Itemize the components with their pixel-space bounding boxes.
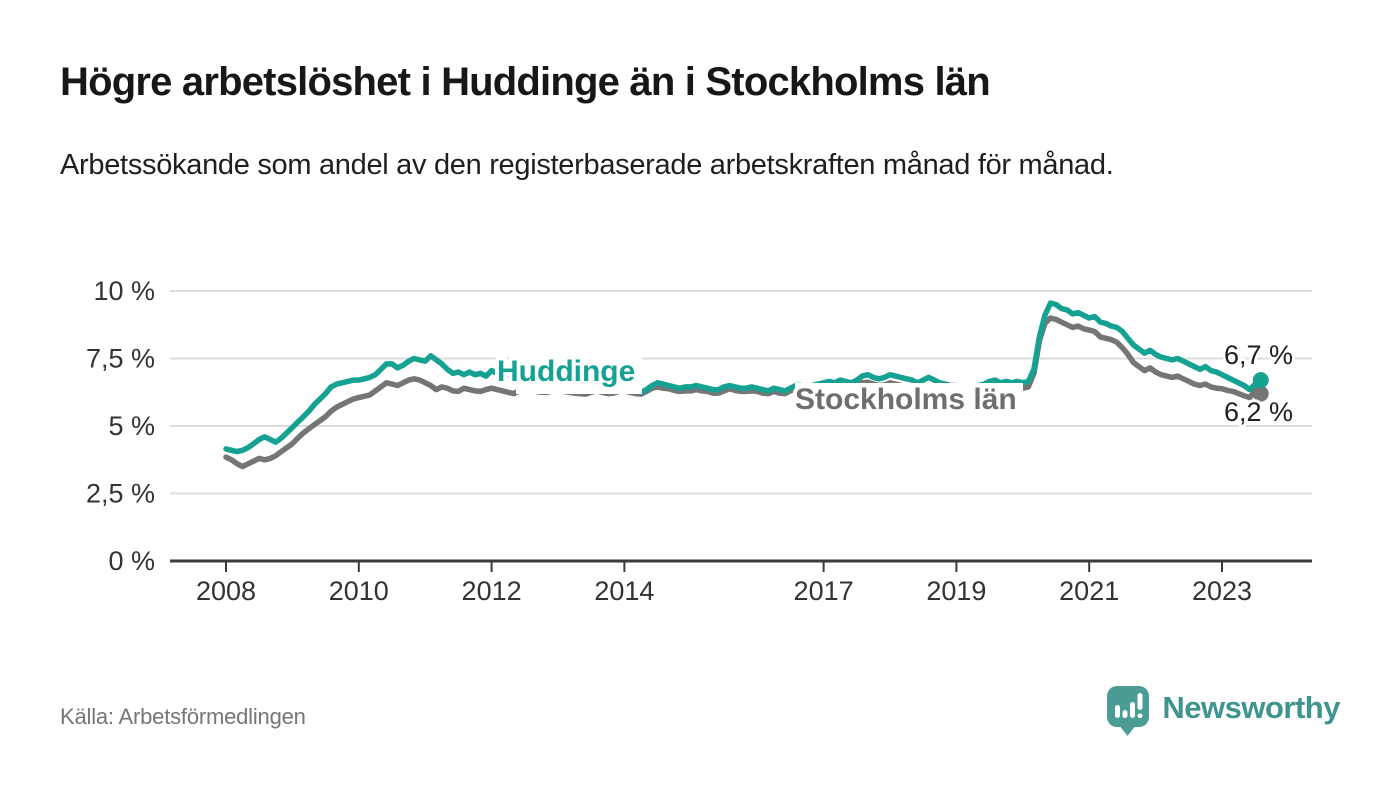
huddinge-end-dot xyxy=(1252,372,1269,389)
huddinge-line xyxy=(223,300,1264,455)
stockholms-lan-series-label: Stockholms län xyxy=(795,383,1017,416)
x-axis-tick-label: 2008 xyxy=(196,576,256,606)
stockholms-lan-end-dot xyxy=(1252,385,1269,402)
newsworthy-speech-bubble-bar-chart-icon xyxy=(1107,686,1150,736)
x-axis-tick-label: 2012 xyxy=(462,576,522,606)
huddinge-series-label: Huddinge xyxy=(497,355,635,388)
chart-title: Högre arbetslöshet i Huddinge än i Stock… xyxy=(60,60,991,104)
x-axis-tick-label: 2017 xyxy=(794,576,854,606)
y-axis-tick-label: 10 % xyxy=(93,276,155,306)
chart-subtitle: Arbetssökande som andel av den registerb… xyxy=(60,149,1114,181)
stockholms-lan-line xyxy=(223,315,1264,470)
stockholms-lan-end-value-label: 6,2 % xyxy=(1224,397,1293,427)
y-axis-tick-label: 0 % xyxy=(108,546,155,576)
y-axis-tick-label: 2,5 % xyxy=(86,479,155,509)
label-mask xyxy=(795,383,1023,415)
x-axis-tick-label: 2021 xyxy=(1059,576,1119,606)
label-mask xyxy=(516,352,642,394)
huddinge-end-value-label: 6,7 % xyxy=(1224,340,1293,370)
brand-name: Newsworthy xyxy=(1162,690,1340,725)
y-axis-tick-label: 7,5 % xyxy=(86,344,155,374)
x-axis-tick-label: 2023 xyxy=(1192,576,1252,606)
x-axis-tick-label: 2019 xyxy=(926,576,986,606)
x-axis-tick-label: 2014 xyxy=(594,576,654,606)
y-axis-tick-label: 5 % xyxy=(108,411,155,441)
source-note: Källa: Arbetsförmedlingen xyxy=(60,704,306,729)
x-axis-tick-label: 2010 xyxy=(329,576,389,606)
newsworthy-logo: Newsworthy xyxy=(1106,685,1340,737)
